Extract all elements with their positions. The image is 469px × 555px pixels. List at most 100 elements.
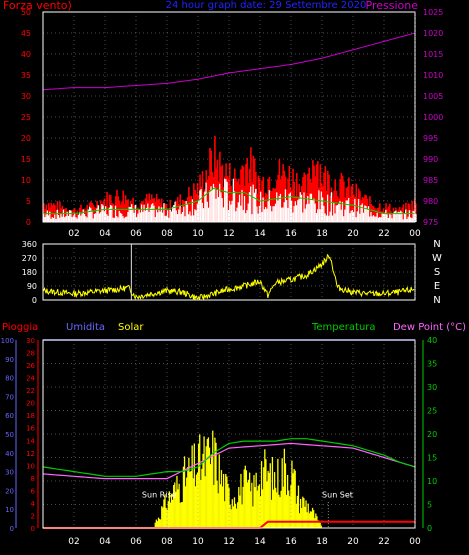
wind-low-bar [309, 193, 312, 222]
wind-low-bar [80, 215, 82, 222]
wind-low-bar [366, 208, 369, 222]
wind-low-bar [293, 206, 296, 222]
wind-speed-bar [190, 195, 193, 222]
wind-low-bar [403, 213, 406, 222]
solar-bar [228, 487, 230, 528]
solar-bar [157, 517, 160, 528]
p3-label-humidity: Umidita [66, 322, 105, 333]
wind-low-bar [78, 212, 81, 222]
wind-low-bar [310, 193, 313, 222]
p3-y-inner-tick: 16 [26, 425, 35, 433]
wind-low-bar [315, 213, 318, 222]
wind-speed-bar [113, 205, 116, 222]
wind-low-bar [329, 211, 332, 222]
wind-low-bar [308, 203, 310, 222]
wind-low-bar [144, 210, 147, 222]
wind-low-bar [406, 218, 408, 222]
p1-y-right-tick: 1000 [423, 113, 443, 122]
wind-low-bar [385, 209, 387, 222]
solar-bar [256, 490, 258, 528]
wind-low-bar [52, 217, 55, 222]
solar-bar [161, 506, 163, 528]
p3-x-tick-label: 06 [130, 537, 142, 547]
solar-bar [206, 439, 208, 528]
p3-x-tick-label: 16 [285, 537, 297, 547]
wind-low-bar [377, 217, 380, 222]
wind-speed-bar [302, 177, 304, 222]
temperature-rain-panel: 0510152025303540010203040506070809010002… [1, 322, 466, 547]
wind-low-bar [302, 212, 304, 222]
p1-y-left-tick: 45 [21, 29, 31, 38]
solar-bar [303, 498, 305, 528]
p3-y-inner-tick: 20 [26, 400, 35, 408]
p3-y-right-tick: 0 [427, 524, 432, 533]
wind-low-bar [88, 206, 91, 222]
wind-low-bar [66, 211, 69, 222]
solar-bar [230, 509, 232, 528]
wind-low-bar [111, 205, 113, 222]
p2-y-left-tick: 270 [22, 254, 37, 263]
solar-bar [317, 520, 319, 528]
p2-compass-label: N [433, 239, 440, 250]
wind-speed-bar [55, 210, 57, 222]
wind-low-bar [386, 214, 389, 222]
wind-low-bar [109, 205, 112, 222]
wind-low-bar [131, 204, 133, 222]
wind-low-bar [255, 188, 257, 222]
wind-speed-bar [195, 193, 198, 222]
p1-x-tick-label: 04 [99, 229, 111, 239]
wind-speed-bar [116, 189, 118, 222]
wind-low-bar [114, 205, 117, 222]
p3-y-right-tick: 10 [427, 477, 437, 486]
wind-low-bar [215, 198, 217, 222]
wind-speed-bar [100, 200, 102, 222]
solar-bar [226, 476, 228, 528]
wind-low-bar [154, 217, 157, 222]
solar-bar [253, 475, 255, 528]
wind-low-bar [359, 213, 361, 222]
wind-speed-bar [324, 166, 327, 222]
p3-y-inner-tick: 28 [26, 350, 35, 358]
wind-speed-bar [112, 203, 115, 222]
wind-speed-bar [278, 158, 281, 222]
wind-speed-bar [343, 181, 345, 222]
wind-low-bar [195, 210, 198, 222]
solar-bar [275, 487, 277, 528]
wind-low-bar [132, 208, 134, 222]
solar-bar [202, 453, 204, 528]
wind-low-bar [124, 216, 127, 222]
solar-bar [276, 492, 278, 528]
wind-low-bar [340, 209, 343, 222]
wind-low-bar [357, 199, 360, 222]
wind-speed-bar [377, 207, 380, 222]
wind-speed-bar [314, 176, 317, 222]
wind-low-bar [86, 217, 88, 222]
wind-speed-bar [257, 175, 260, 222]
wind-low-bar [185, 201, 188, 222]
solar-bar [245, 470, 248, 528]
wind-speed-bar [340, 173, 343, 222]
p3-label-dewpoint: Dew Point (°C) [393, 322, 466, 333]
wind-speed-bar [235, 178, 237, 222]
wind-speed-bar [351, 184, 354, 222]
wind-low-bar [74, 212, 76, 222]
wind-low-bar [263, 209, 266, 222]
wind-low-bar [165, 215, 168, 222]
p1-y-left-tick: 20 [21, 134, 31, 143]
wind-speed-bar [71, 210, 74, 222]
wind-speed-bar [44, 208, 46, 222]
wind-low-bar [210, 186, 212, 222]
wind-low-bar [369, 216, 371, 222]
wind-low-bar [328, 215, 330, 222]
wind-low-bar [274, 203, 277, 222]
wind-speed-bar [415, 203, 417, 222]
wind-speed-bar [271, 190, 273, 222]
wind-speed-bar [411, 200, 413, 222]
wind-low-bar [246, 210, 248, 222]
wind-low-bar [188, 214, 190, 222]
wind-low-bar [77, 214, 80, 222]
wind-speed-bar [369, 196, 371, 222]
wind-speed-bar [59, 201, 61, 222]
p3-y-inner-tick: 18 [26, 412, 35, 420]
solar-bar [174, 482, 176, 528]
